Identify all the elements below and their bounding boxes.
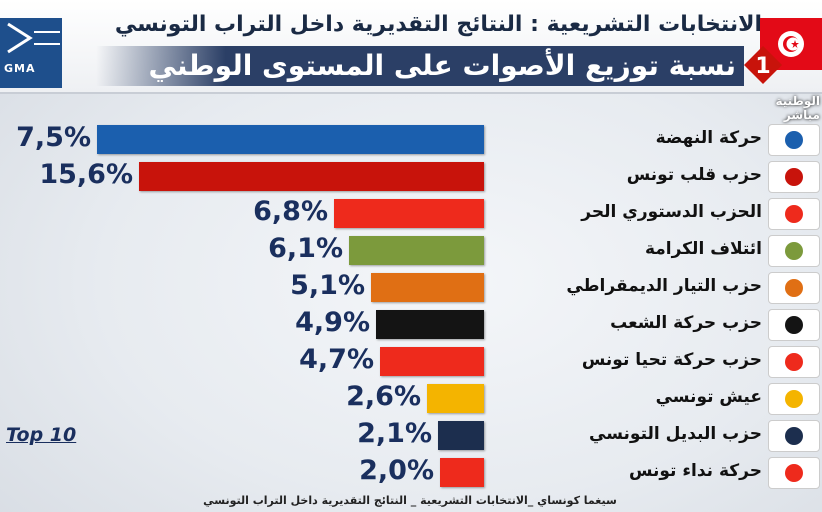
channel-logo-icon: 1 bbox=[742, 44, 784, 86]
party-name-label: حزب قلب تونس bbox=[626, 165, 762, 185]
party-name-label: حزب حركة الشعب bbox=[610, 313, 762, 333]
tunisia-flag-icon bbox=[760, 18, 822, 70]
party-name-label: الحزب الدستوري الحر bbox=[581, 202, 762, 222]
bicycle-logo-icon bbox=[768, 272, 820, 304]
karama-logo-icon bbox=[768, 235, 820, 267]
page-subtitle: نسبة توزيع الأصوات على المستوى الوطني bbox=[96, 46, 744, 86]
bar-value-label: 7,5% bbox=[16, 122, 91, 153]
bar-2 bbox=[139, 162, 484, 191]
party-name-label: حركة النهضة bbox=[655, 128, 762, 148]
party-name-label: حزب البديل التونسي bbox=[589, 424, 762, 444]
bar-value-label: 4,7% bbox=[299, 344, 374, 375]
sigma-logo: GMA bbox=[0, 18, 62, 88]
bar-6 bbox=[376, 310, 484, 339]
bar-value-label: 2,6% bbox=[346, 381, 421, 412]
bar-value-label: 15,6% bbox=[39, 159, 133, 190]
lion-logo-icon bbox=[768, 161, 820, 193]
logo-text: GMA bbox=[4, 62, 36, 75]
bar-value-label: 6,8% bbox=[253, 196, 328, 227]
bar-4 bbox=[349, 236, 484, 265]
channel-label: الوطنية مباشر bbox=[775, 94, 820, 122]
chaab-logo-icon bbox=[768, 309, 820, 341]
aich-logo-icon bbox=[768, 383, 820, 415]
bar-3 bbox=[334, 199, 484, 228]
sigma-icon bbox=[7, 22, 60, 54]
clock-logo-icon bbox=[768, 420, 820, 452]
bar-8 bbox=[427, 384, 484, 413]
bar-10 bbox=[440, 458, 484, 487]
party-name-label: ائتلاف الكرامة bbox=[644, 239, 762, 259]
top10-label: Top 10 bbox=[6, 424, 77, 446]
party-name-label: حزب التيار الديمقراطي bbox=[566, 276, 762, 296]
page-title: الانتخابات التشريعية : النتائج التقديرية… bbox=[114, 12, 762, 37]
bar-9 bbox=[438, 421, 484, 450]
palm-logo-icon bbox=[768, 457, 820, 489]
bar-value-label: 4,9% bbox=[295, 307, 370, 338]
channel-number: 1 bbox=[755, 54, 770, 79]
header: GMA الانتخابات التشريعية : النتائج التقد… bbox=[0, 0, 822, 94]
bar-7 bbox=[380, 347, 484, 376]
nahdha-logo-icon bbox=[768, 124, 820, 156]
party-name-label: حركة نداء تونس bbox=[628, 461, 762, 481]
party-name-label: حزب حركة تحيا تونس bbox=[581, 350, 762, 370]
tahya-logo-icon bbox=[768, 346, 820, 378]
bar-value-label: 5,1% bbox=[290, 270, 365, 301]
bar-5 bbox=[371, 273, 484, 302]
bar-value-label: 2,0% bbox=[359, 455, 434, 486]
pdl-logo-icon bbox=[768, 198, 820, 230]
bar-value-label: 6,1% bbox=[268, 233, 343, 264]
party-name-label: عيش تونسي bbox=[655, 387, 762, 407]
footer-caption: سيغما كونساي _الانتخابات التشريعية _ الن… bbox=[203, 494, 617, 507]
bar-value-label: 2,1% bbox=[357, 418, 432, 449]
bar-1 bbox=[97, 125, 484, 154]
